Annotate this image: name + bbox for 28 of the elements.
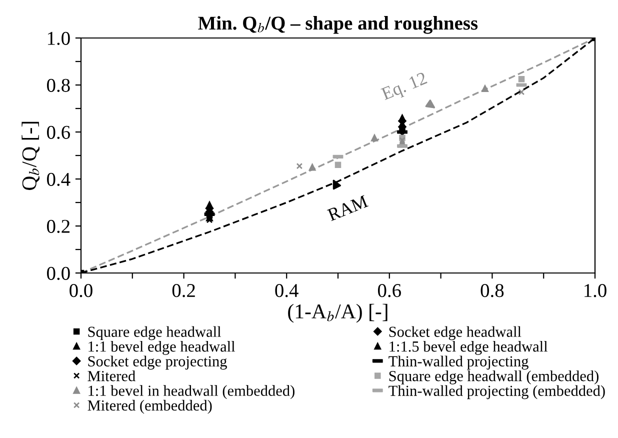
y-tick-label: 0.6: [47, 126, 70, 140]
annotation: RAM: [326, 195, 368, 222]
y-tick-label: 0.2: [47, 220, 70, 234]
y-tick-label: 0.0: [47, 266, 70, 280]
x-tick-label: 0.2: [172, 284, 195, 298]
legend-label: Mitered (embedded): [88, 400, 212, 414]
legend-label: 1:1 bevel in headwall (embedded): [88, 385, 294, 400]
legend-label: Thin-walled projecting (embedded): [388, 385, 605, 400]
x-axis-title: (1-A$_{b}$/A) [-]: [288, 304, 388, 323]
x-tick-label: 0.0: [70, 284, 92, 298]
legend-label: Square edge headwall (embedded): [389, 370, 598, 384]
legend-label: 1:1 bevel edge headwall: [88, 340, 236, 355]
y-tick-label: 0.4: [47, 172, 70, 186]
legend-label: Thin-walled projecting: [388, 356, 528, 370]
legend-label: Mitered: [88, 370, 136, 382]
x-tick-label: 0.6: [378, 284, 401, 298]
x-tick-label: 1.0: [584, 284, 606, 298]
x-tick-label: 0.8: [480, 284, 504, 298]
x-tick-label: 0.4: [275, 284, 298, 298]
legend-label: Socket edge projecting: [88, 356, 227, 370]
chart-title: Min. Q$_{b}$/Q – shape and roughness: [198, 16, 478, 34]
annotation: Eq. 12: [380, 72, 429, 104]
y-tick-label: 1.0: [48, 32, 70, 46]
y-axis-title: Q$_{b}$/Q [-]: [22, 122, 40, 190]
legend-label: 1:1.5 bevel edge headwall: [390, 340, 548, 355]
y-tick-label: 0.8: [47, 78, 70, 92]
legend-label: Socket edge headwall: [389, 326, 522, 340]
legend-label: Square edge headwall: [88, 326, 222, 340]
